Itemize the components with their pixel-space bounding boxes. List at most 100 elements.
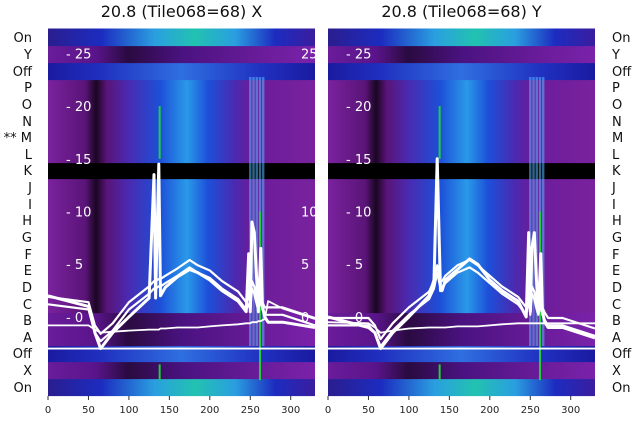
heatmap-row-l-14 — [48, 145, 315, 164]
heatmap-row-n-16 — [328, 112, 595, 131]
x-tick-label-100: 100 — [399, 405, 418, 416]
y-tick-label-10: - 10 — [66, 206, 91, 221]
row-label-a-3: A — [612, 331, 621, 346]
heatmap-row-g-9 — [48, 228, 315, 247]
x-tick-label-150: 150 — [440, 405, 459, 416]
heatmap-row-o-17 — [48, 95, 315, 114]
row-label-off-19: Off — [612, 65, 632, 80]
heatmap-row-j-12 — [328, 178, 595, 197]
row-label-f-8: F — [25, 248, 32, 263]
row-label-c-5: C — [23, 298, 32, 313]
y-tick-label-25: - 25 — [346, 47, 371, 62]
row-label-d-6: D — [22, 281, 32, 296]
x-tick-label-50: 50 — [362, 405, 375, 416]
heatmap-row-d-6 — [328, 278, 595, 297]
row-label-l-14: L — [25, 148, 33, 163]
row-label-b-4: B — [612, 314, 621, 329]
row-label-j-12: J — [27, 181, 32, 196]
vertical-band-4 — [262, 77, 265, 346]
row-label-y-20: Y — [23, 48, 32, 63]
chart-panel-1: - 0 - 5 - 10 - 15 - 20 - 25 0 50 100 150 200 250 300… — [325, 2, 632, 416]
row-label-off-2: Off — [13, 347, 33, 362]
heatmap-row-d-6 — [48, 278, 315, 297]
y-tick-label-20: - 20 — [66, 100, 91, 115]
row-label-f-8: F — [612, 248, 619, 263]
row-label-on-0: On — [14, 381, 32, 396]
heatmap-row-off-19 — [48, 62, 315, 81]
heatmap-row-on-0 — [48, 378, 315, 397]
heatmap-row-p-18 — [48, 78, 315, 97]
y-tick-label-0: - 0 — [346, 311, 363, 326]
row-label-m-15: M — [612, 131, 623, 146]
row-label-e-7: E — [612, 264, 620, 279]
heatmap-row-f-8 — [48, 245, 315, 264]
heatmap-row-g-9 — [328, 228, 595, 247]
trace-tile-response — [47, 162, 316, 351]
row-label-g-9: G — [612, 231, 622, 246]
trace-baseline — [48, 300, 316, 334]
trace-tile-response — [327, 157, 596, 351]
x-tick-label-300: 300 — [281, 405, 300, 416]
row-label-j-12: J — [611, 181, 616, 196]
heatmap-row-x-1 — [48, 361, 315, 380]
x-tick-label-150: 150 — [160, 405, 179, 416]
y-tick-label-15: - 15 — [346, 153, 371, 168]
vertical-band-4 — [542, 77, 545, 346]
row-label-on-21: On — [14, 31, 32, 46]
y-tick-edge-label-0: 0 — [301, 311, 309, 326]
row-label-on-0: On — [612, 381, 630, 396]
heatmap-row-m-15 — [328, 128, 595, 147]
y-tick-label-15: - 15 — [66, 153, 91, 168]
heatmap-row-x-1 — [328, 361, 595, 380]
row-label-h-10: H — [612, 214, 622, 229]
y-tick-label-5: - 5 — [66, 258, 83, 273]
row-label-k-13: K — [23, 164, 32, 179]
row-label-o-17: O — [22, 98, 32, 113]
row-label-l-14: L — [612, 148, 620, 163]
row-label-h-10: H — [22, 214, 32, 229]
x-tick-label-0: 0 — [325, 405, 331, 416]
y-tick-edge-label-10: 10 — [301, 206, 318, 221]
row-label-y-20: Y — [611, 48, 620, 63]
chart-title-0: 20.8 (Tile068=68) X — [101, 2, 263, 21]
heatmap-row-b-4 — [48, 311, 315, 330]
heatmap-row-l-14 — [328, 145, 595, 164]
heatmap-row-e-7 — [48, 261, 315, 280]
heatmap-row-on-21 — [48, 28, 315, 47]
y-tick-label-0: - 0 — [66, 311, 83, 326]
heatmap-row-off-2 — [48, 344, 315, 363]
heatmap-row-i-11 — [328, 195, 595, 214]
x-tick-label-250: 250 — [521, 405, 540, 416]
row-label-x-1: X — [612, 364, 621, 379]
x-tick-label-100: 100 — [119, 405, 138, 416]
heatmap-row-off-19 — [328, 62, 595, 81]
heatmap-row-h-10 — [48, 211, 315, 230]
row-label-off-19: Off — [13, 65, 33, 80]
heatmap-row-b-4 — [328, 311, 595, 330]
row-label-c-5: C — [612, 298, 621, 313]
y-tick-edge-label-25: 25 — [301, 47, 318, 62]
row-label-p-18: P — [612, 81, 620, 96]
row-label-x-1: X — [23, 364, 32, 379]
row-label-i-11: I — [28, 198, 32, 213]
heatmap-row-o-17 — [328, 95, 595, 114]
heatmap-row-y-20 — [328, 45, 595, 64]
x-tick-label-50: 50 — [82, 405, 95, 416]
x-tick-label-200: 200 — [200, 405, 219, 416]
heatmap-row-i-11 — [48, 195, 315, 214]
row-label-n-16: N — [22, 115, 32, 130]
vertical-band-0 — [249, 77, 252, 346]
vertical-band-2 — [535, 77, 538, 346]
heatmap-row-a-3 — [48, 328, 315, 347]
heatmap-row-j-12 — [48, 178, 315, 197]
row-label-m-15: ** M — [4, 131, 32, 146]
row-label-off-2: Off — [612, 347, 632, 362]
y-tick-label-20: - 20 — [346, 100, 371, 115]
heatmap-row-k-13 — [48, 161, 315, 180]
row-label-p-18: P — [24, 81, 32, 96]
heatmap-row-m-15 — [48, 128, 315, 147]
row-label-e-7: E — [24, 264, 32, 279]
